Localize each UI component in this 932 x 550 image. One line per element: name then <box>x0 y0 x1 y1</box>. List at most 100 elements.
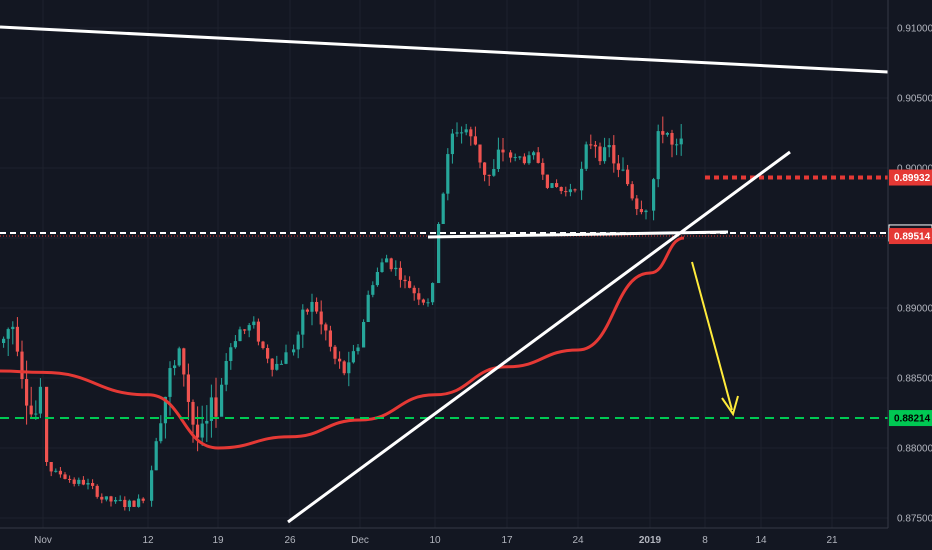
candle-body <box>564 191 568 193</box>
candle-body <box>150 470 154 501</box>
candle-body <box>366 294 370 322</box>
candle-body <box>675 144 679 146</box>
candle-body <box>670 132 674 145</box>
candle-body <box>541 162 545 175</box>
candle-body <box>616 163 620 170</box>
candle-body <box>261 341 265 349</box>
candle-body <box>412 287 416 294</box>
drawings <box>0 25 889 524</box>
candle-body <box>196 424 200 438</box>
candle-body <box>573 189 577 191</box>
price-badge <box>889 228 932 245</box>
candle-body <box>68 478 72 480</box>
candle-body <box>509 152 513 158</box>
candle-body <box>483 162 487 175</box>
time-axis-panel <box>0 528 932 550</box>
candle-body <box>661 131 665 135</box>
candle-body <box>224 360 228 385</box>
moving-average-line <box>0 236 685 450</box>
candle-body <box>380 262 384 273</box>
candle-body <box>589 144 593 146</box>
candle-body <box>513 157 517 159</box>
candle-body <box>478 144 482 163</box>
candle-body <box>441 193 445 224</box>
candle-body <box>95 485 99 497</box>
candle-body <box>496 149 500 170</box>
time-axis[interactable]: Nov 12 19 26 Dec 10 17 24 2019 8 14 21 <box>34 535 838 546</box>
candle-body <box>109 496 113 502</box>
candle-body <box>536 152 540 163</box>
candle-body <box>2 338 6 343</box>
candle-body <box>338 358 342 362</box>
ascending-trendline <box>287 150 791 524</box>
candle-body <box>635 198 639 210</box>
candle-body <box>209 397 213 421</box>
candle-body <box>473 136 477 145</box>
candle-body <box>163 396 167 424</box>
candle-body <box>550 183 554 188</box>
price-tick-label: 0.90500 <box>897 94 932 105</box>
candle-body <box>362 322 366 348</box>
candle-body <box>487 174 491 176</box>
candle-body <box>469 129 473 137</box>
candles <box>2 116 683 512</box>
candle-body <box>679 138 683 145</box>
candle-body <box>81 479 85 485</box>
price-badge-label: 0.88214 <box>894 414 931 425</box>
grid <box>0 0 888 528</box>
candle-body <box>45 386 49 462</box>
candle-body <box>398 267 402 280</box>
candle-body <box>191 401 195 425</box>
candle-body <box>275 363 279 370</box>
candle-body <box>333 346 337 359</box>
candle-body <box>11 326 15 330</box>
candle-body <box>455 132 459 134</box>
candle-body <box>527 155 531 164</box>
candle-body <box>501 149 505 153</box>
candle-body <box>603 147 607 162</box>
price-tick-label: 0.87500 <box>897 514 932 525</box>
descending-resistance-line <box>0 25 889 74</box>
candle-body <box>270 358 274 370</box>
time-tick-label: 21 <box>826 535 838 546</box>
candle-body <box>49 462 53 472</box>
candle-body <box>403 279 407 282</box>
price-badge-label: 0.89514 <box>894 232 931 243</box>
candle-body <box>256 321 260 342</box>
candle-body <box>229 347 233 361</box>
candle-body <box>593 144 597 147</box>
time-tick-label: Nov <box>34 535 52 546</box>
price-badge <box>889 410 932 427</box>
candle-body <box>532 152 536 156</box>
candle-body <box>200 423 204 438</box>
price-tick-label: 0.90000 <box>897 164 932 175</box>
candle-body <box>492 169 496 176</box>
price-tick-label: 0.89000 <box>897 304 932 315</box>
candle-body <box>186 374 190 402</box>
projection-arrow-head <box>721 395 739 417</box>
moving-average <box>0 236 685 450</box>
candle-body <box>639 209 643 213</box>
candle-body <box>656 131 660 180</box>
candle-body <box>347 362 351 374</box>
time-tick-label: 19 <box>212 535 224 546</box>
candle-body <box>580 168 584 191</box>
candle-body <box>214 397 218 417</box>
candle-body <box>375 272 379 286</box>
candle-body <box>20 351 24 380</box>
candle-body <box>279 363 283 365</box>
candle-body <box>54 470 58 472</box>
candle-body <box>159 423 163 442</box>
candle-body <box>417 293 421 300</box>
candle-body <box>233 341 237 348</box>
time-tick-label: 10 <box>429 535 441 546</box>
candle-body <box>15 326 19 352</box>
candle-body <box>118 499 122 501</box>
candle-body <box>324 324 328 331</box>
price-tick-label: 0.88500 <box>897 374 932 385</box>
candle-body <box>626 169 630 185</box>
price-axis-panel <box>888 0 932 550</box>
candle-body <box>584 144 588 169</box>
